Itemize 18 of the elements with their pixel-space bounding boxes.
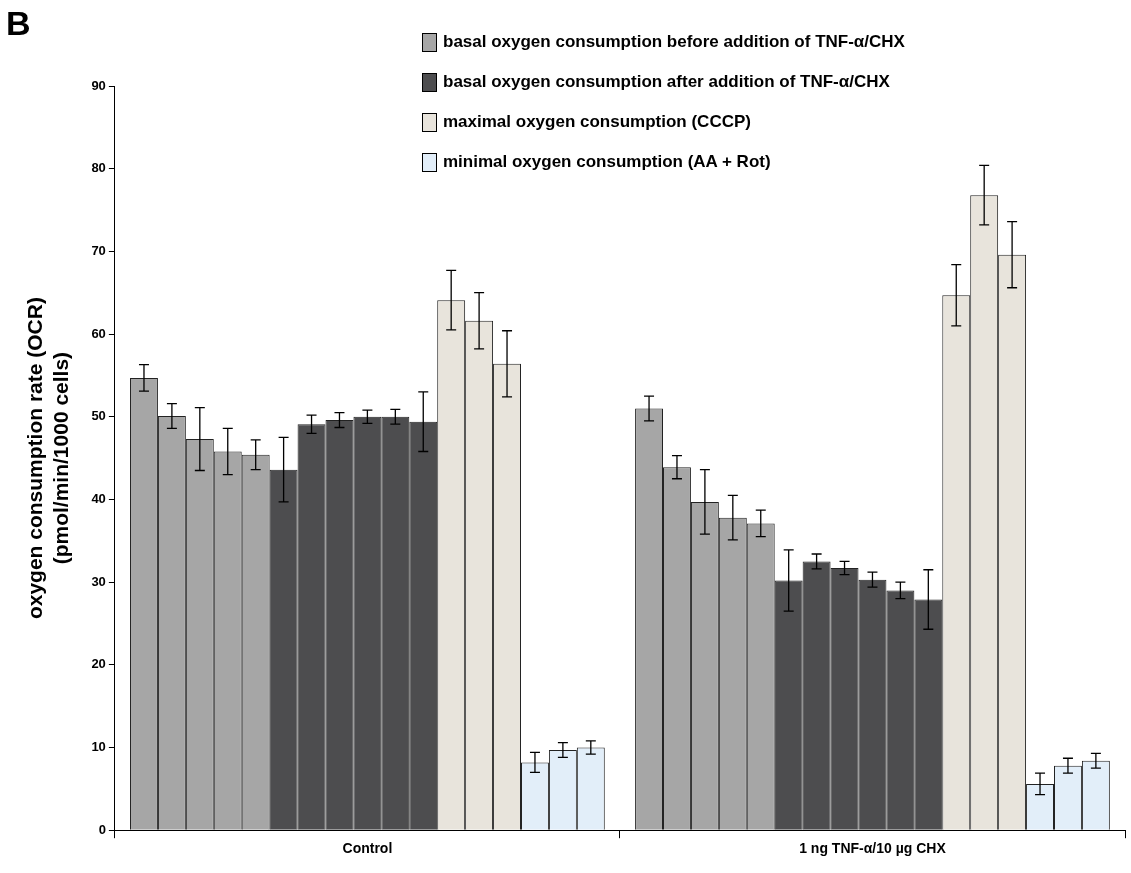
legend-label: basal oxygen consumption after addition of TNF-α/CHX [443, 72, 890, 92]
x-tick-label: Control [342, 840, 393, 857]
legend-label: maximal oxygen consumption (CCCP) [443, 112, 751, 132]
y-tick-label: 0 [98, 821, 106, 837]
y-tick-label: 90 [91, 77, 106, 93]
y-tick-label: 20 [91, 656, 106, 672]
x-tick-label: 1 ng TNF-α/10 µg CHX [799, 840, 947, 857]
legend-label: basal oxygen consumption before addition of TNF-α/CHX [443, 32, 905, 52]
y-tick-label: 40 [91, 491, 106, 507]
y-tick-label: 80 [91, 160, 106, 176]
y-tick-label: 30 [91, 573, 106, 589]
y-tick-label: 10 [91, 739, 106, 755]
y-tick-label: 70 [91, 242, 106, 258]
text: B [6, 4, 31, 43]
y-tick-label: 60 [91, 325, 106, 341]
y-tick-label: 50 [91, 408, 106, 424]
y-axis-title: oxygen consumption rate (OCR) (pmol/min/1000 cells) [23, 297, 72, 620]
legend-label: minimal oxygen consumption (AA + Rot) [443, 152, 771, 172]
